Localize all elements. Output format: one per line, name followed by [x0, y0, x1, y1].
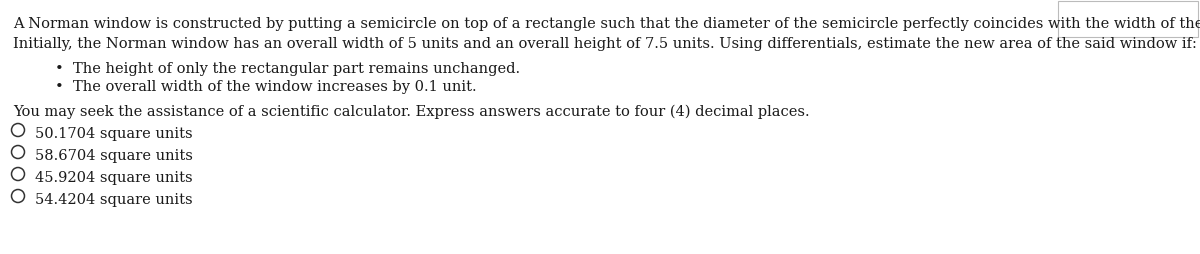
Text: A Norman window is constructed by putting a semicircle on top of a rectangle suc: A Norman window is constructed by puttin…: [13, 17, 1200, 31]
Ellipse shape: [12, 168, 24, 181]
Ellipse shape: [12, 146, 24, 159]
Ellipse shape: [12, 190, 24, 203]
Text: 58.6704 square units: 58.6704 square units: [35, 148, 193, 162]
Text: 45.9204 square units: 45.9204 square units: [35, 170, 193, 184]
Text: 54.4204 square units: 54.4204 square units: [35, 192, 193, 206]
Text: You may seek the assistance of a scientific calculator. Express answers accurate: You may seek the assistance of a scienti…: [13, 105, 810, 119]
Text: •  The height of only the rectangular part remains unchanged.: • The height of only the rectangular par…: [55, 62, 520, 76]
FancyBboxPatch shape: [1058, 2, 1198, 38]
Ellipse shape: [12, 124, 24, 137]
Text: 50.1704 square units: 50.1704 square units: [35, 126, 193, 140]
Text: Initially, the Norman window has an overall width of 5 units and an overall heig: Initially, the Norman window has an over…: [13, 37, 1196, 51]
Text: •  The overall width of the window increases by 0.1 unit.: • The overall width of the window increa…: [55, 80, 476, 94]
